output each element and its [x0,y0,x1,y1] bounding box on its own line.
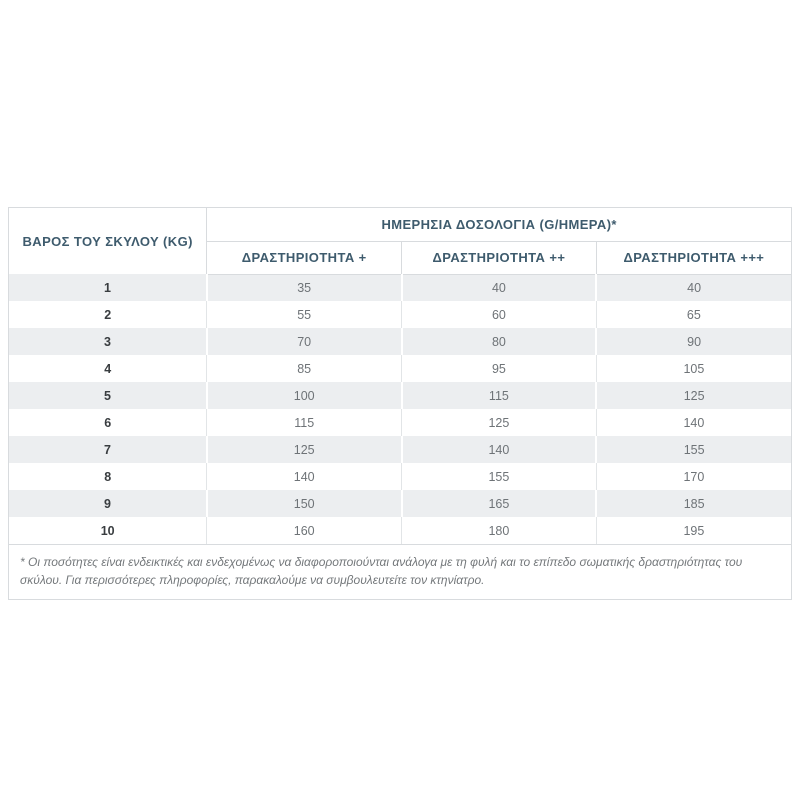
dosage-cell: 140 [206,463,402,490]
activity-plus-plus-plus-header: ΔΡΑΣΤΗΡΙΟΤΗΤΑ +++ [595,241,791,275]
table-row: 9 150 165 185 [9,490,791,517]
dosage-cell: 185 [595,490,791,517]
footnote: * Οι ποσότητες είναι ενδεικτικές και ενδ… [9,544,791,599]
dosage-cell: 195 [595,517,791,544]
dosage-cell: 85 [206,355,402,382]
table-row: 6 115 125 140 [9,409,791,436]
dosage-cell: 35 [205,274,402,301]
table-row: 3 70 80 90 [9,328,791,355]
table-row: 2 55 60 65 [9,301,791,328]
dosage-cell: 160 [206,517,402,544]
dosage-cell: 65 [595,301,791,328]
activity-plus-plus-header: ΔΡΑΣΤΗΡΙΟΤΗΤΑ ++ [401,241,597,275]
weight-cell: 1 [9,274,207,301]
dosage-cell: 155 [595,436,791,463]
dosage-cell: 150 [205,490,402,517]
dosage-cell: 165 [400,490,597,517]
table-row: 4 85 95 105 [9,355,791,382]
dosage-cell: 70 [205,328,402,355]
table-body: 1 35 40 40 2 55 60 65 3 70 80 90 4 85 95 105 5 100 115 125 6… [9,274,791,544]
table-row: 10 160 180 195 [9,517,791,544]
table-row: 8 140 155 170 [9,463,791,490]
dosage-cell: 140 [595,409,791,436]
dosage-cell: 125 [401,409,597,436]
dosage-table: ΒΑΡΟΣ ΤΟΥ ΣΚΥΛΟΥ (KG) ΗΜΕΡΗΣΙΑ ΔΟΣΟΛΟΓΙΑ… [9,208,791,544]
dosage-cell: 95 [401,355,597,382]
table-row: 5 100 115 125 [9,382,791,409]
dosage-cell: 180 [401,517,597,544]
weight-cell: 8 [104,469,112,484]
weight-cell: 10 [100,523,115,538]
dosage-cell: 170 [595,463,791,490]
dosage-cell: 125 [205,436,402,463]
daily-dosage-table: ΒΑΡΟΣ ΤΟΥ ΣΚΥΛΟΥ (KG) ΗΜΕΡΗΣΙΑ ΔΟΣΟΛΟΓΙΑ… [8,207,792,600]
activity-plus-header: ΔΡΑΣΤΗΡΙΟΤΗΤΑ + [206,241,402,275]
dosage-cell: 80 [400,328,597,355]
dosage-cell: 60 [401,301,597,328]
activity-header-row: ΔΡΑΣΤΗΡΙΟΤΗΤΑ + ΔΡΑΣΤΗΡΙΟΤΗΤΑ ++ ΔΡΑΣΤΗΡ… [9,241,791,275]
daily-dosage-group-header: ΗΜΕΡΗΣΙΑ ΔΟΣΟΛΟΓΙΑ (G/ΗΜΕΡΑ)* [206,208,791,242]
table-row: 7 125 140 155 [9,436,791,463]
dosage-cell: 155 [401,463,597,490]
group-header-row: ΒΑΡΟΣ ΤΟΥ ΣΚΥΛΟΥ (KG) ΗΜΕΡΗΣΙΑ ΔΟΣΟΛΟΓΙΑ… [9,208,791,274]
dosage-cell: 105 [595,355,791,382]
weight-cell: 9 [9,490,207,517]
table-header: ΒΑΡΟΣ ΤΟΥ ΣΚΥΛΟΥ (KG) ΗΜΕΡΗΣΙΑ ΔΟΣΟΛΟΓΙΑ… [9,208,791,275]
dosage-cell: 55 [206,301,402,328]
dosage-cell: 100 [205,382,402,409]
weight-column-header: ΒΑΡΟΣ ΤΟΥ ΣΚΥΛΟΥ (KG) [9,208,208,274]
dosage-cell: 115 [400,382,597,409]
weight-cell: 5 [9,382,207,409]
weight-cell: 4 [104,361,112,376]
weight-cell: 2 [104,307,112,322]
weight-cell: 6 [104,415,112,430]
weight-cell: 7 [9,436,207,463]
dosage-cell: 40 [400,274,597,301]
dosage-cell: 125 [595,382,791,409]
weight-cell: 3 [9,328,207,355]
dosage-cell: 90 [595,328,791,355]
dosage-cell: 40 [595,274,791,301]
dosage-cell: 140 [400,436,597,463]
dosage-cell: 115 [206,409,402,436]
table-row: 1 35 40 40 [9,274,791,301]
